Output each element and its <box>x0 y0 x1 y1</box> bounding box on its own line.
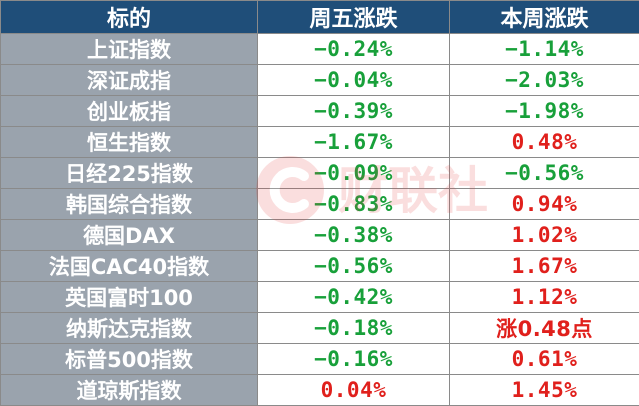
table-row: 英国富时100−0.42%1.12% <box>1 282 639 313</box>
friday-change-value: −0.83% <box>258 189 450 220</box>
header-friday-change: 周五涨跌 <box>258 1 450 34</box>
header-instrument: 标的 <box>1 1 258 34</box>
instrument-name: 纳斯达克指数 <box>1 313 258 344</box>
header-row: 标的 周五涨跌 本周涨跌 <box>1 1 639 34</box>
table-row: 深证成指−0.04%−2.03% <box>1 65 639 96</box>
friday-change-value: −0.04% <box>258 65 450 96</box>
friday-change-value: −1.67% <box>258 127 450 158</box>
table-row: 纳斯达克指数−0.18%涨0.48点 <box>1 313 639 344</box>
friday-change-value: −0.24% <box>258 34 450 65</box>
weekly-change-value: 1.02% <box>450 220 639 251</box>
weekly-change-value: 0.94% <box>450 189 639 220</box>
weekly-change-value: 涨0.48点 <box>450 313 639 344</box>
instrument-name: 恒生指数 <box>1 127 258 158</box>
table-row: 上证指数−0.24%−1.14% <box>1 34 639 65</box>
instrument-name: 法国CAC40指数 <box>1 251 258 282</box>
weekly-change-value: 0.48% <box>450 127 639 158</box>
weekly-change-value: −1.98% <box>450 96 639 127</box>
instrument-name: 上证指数 <box>1 34 258 65</box>
weekly-change-value: −1.14% <box>450 34 639 65</box>
table-row: 恒生指数−1.67%0.48% <box>1 127 639 158</box>
weekly-change-value: 1.12% <box>450 282 639 313</box>
friday-change-value: −0.18% <box>258 313 450 344</box>
weekly-change-value: −2.03% <box>450 65 639 96</box>
table-row: 韩国综合指数−0.83%0.94% <box>1 189 639 220</box>
instrument-name: 创业板指 <box>1 96 258 127</box>
instrument-name: 道琼斯指数 <box>1 375 258 406</box>
table-row: 日经225指数−0.09%−0.56% <box>1 158 639 189</box>
friday-change-value: 0.04% <box>258 375 450 406</box>
table-row: 创业板指−0.39%−1.98% <box>1 96 639 127</box>
instrument-name: 日经225指数 <box>1 158 258 189</box>
friday-change-value: −0.38% <box>258 220 450 251</box>
instrument-name: 韩国综合指数 <box>1 189 258 220</box>
friday-change-value: −0.42% <box>258 282 450 313</box>
weekly-change-value: 1.67% <box>450 251 639 282</box>
instrument-name: 深证成指 <box>1 65 258 96</box>
instrument-name: 标普500指数 <box>1 344 258 375</box>
header-weekly-change: 本周涨跌 <box>450 1 639 34</box>
table-row: 德国DAX−0.38%1.02% <box>1 220 639 251</box>
friday-change-value: −0.09% <box>258 158 450 189</box>
weekly-change-value: −0.56% <box>450 158 639 189</box>
table-row: 法国CAC40指数−0.56%1.67% <box>1 251 639 282</box>
friday-change-value: −0.16% <box>258 344 450 375</box>
friday-change-value: −0.39% <box>258 96 450 127</box>
table-row: 标普500指数−0.16%0.61% <box>1 344 639 375</box>
weekly-change-value: 0.61% <box>450 344 639 375</box>
instrument-name: 德国DAX <box>1 220 258 251</box>
weekly-change-value: 1.45% <box>450 375 639 406</box>
instrument-name: 英国富时100 <box>1 282 258 313</box>
friday-change-value: −0.56% <box>258 251 450 282</box>
